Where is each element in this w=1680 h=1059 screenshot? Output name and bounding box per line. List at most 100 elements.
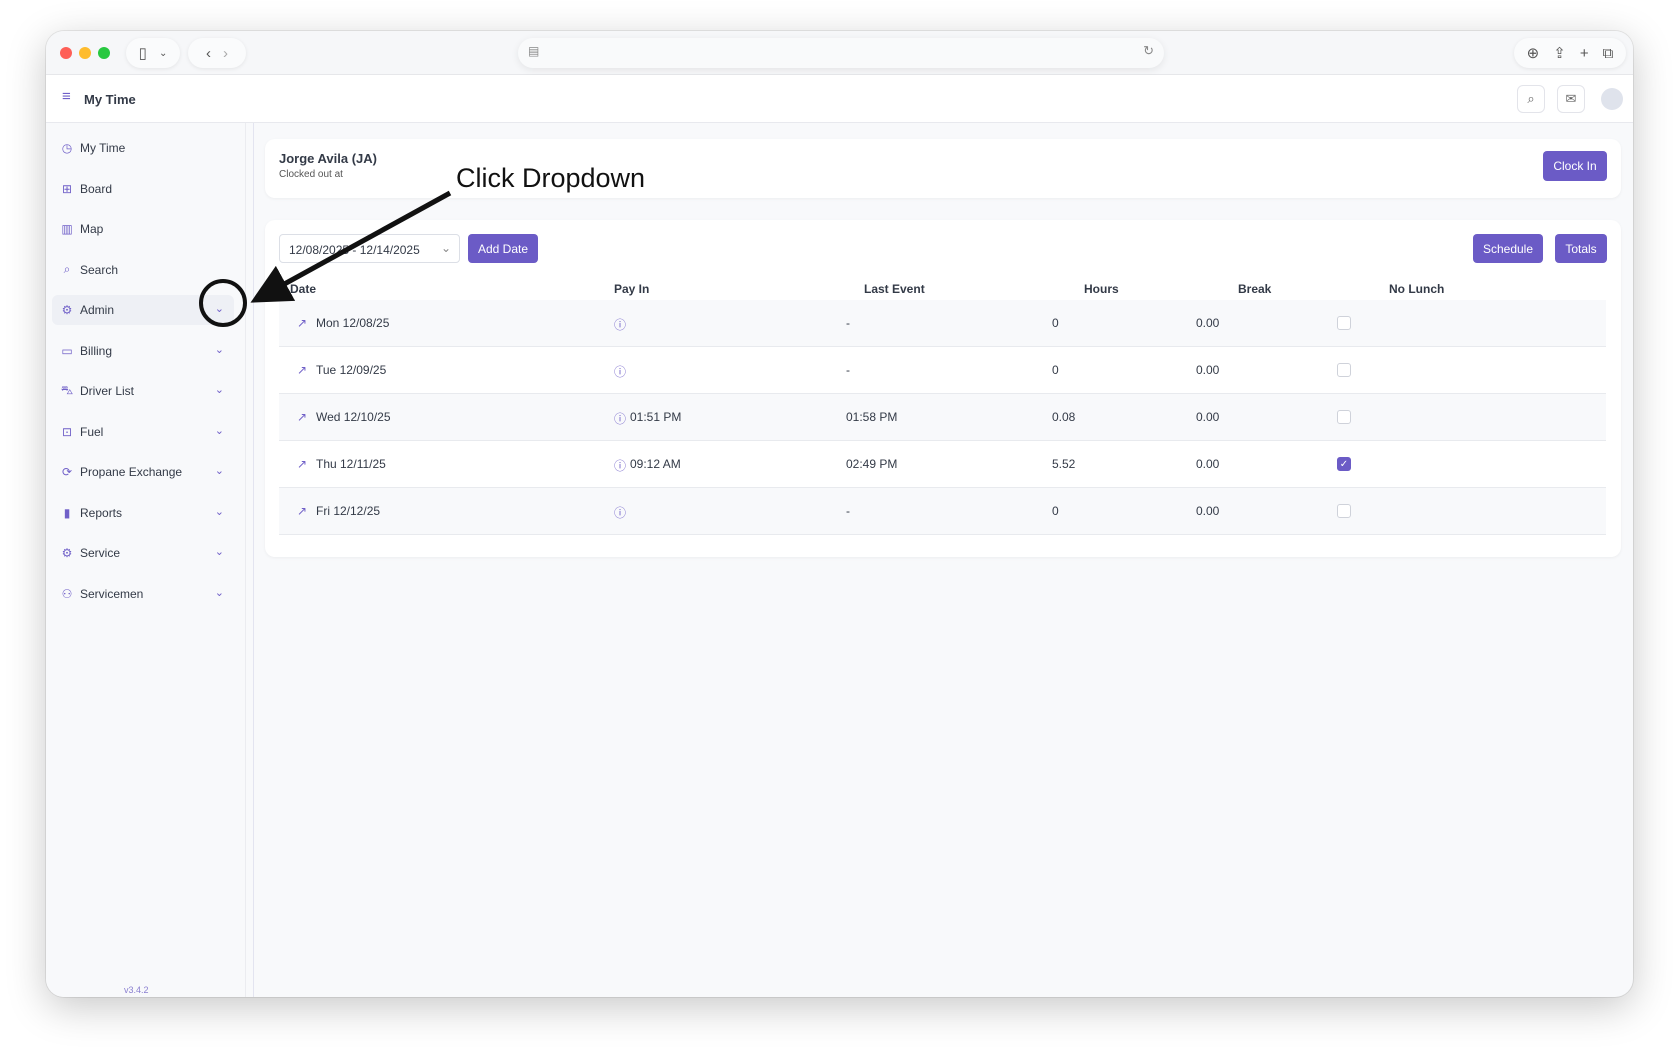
sidebar-item-label: Fuel (80, 424, 104, 439)
last-event-cell: 01:58 PM (846, 410, 898, 424)
sidebar-item-driver-list[interactable]: ⛍ Driver List ⌄ (52, 376, 234, 406)
clock-in-button[interactable]: Clock In (1543, 151, 1607, 181)
minimize-window-button[interactable] (79, 47, 91, 59)
tabs-icon[interactable]: ⧉ (1602, 44, 1614, 62)
search-button[interactable]: ⌕ (1517, 85, 1545, 113)
employee-card: Jorge Avila (JA) Clocked out at Clock In (265, 139, 1621, 198)
last-event-cell: - (846, 363, 850, 377)
sidebar-item-service[interactable]: ⚙ Service ⌄ (52, 538, 234, 568)
chevron-down-icon[interactable]: ⌄ (214, 384, 224, 396)
sidebar-item-search[interactable]: ⌕ Search (52, 255, 234, 285)
sidebar-item-my-time[interactable]: ◷ My Time (52, 133, 234, 163)
users-icon: ⚇ (61, 586, 73, 601)
chevron-down-icon[interactable]: ⌄ (214, 505, 224, 518)
hours-cell: 5.52 (1052, 457, 1076, 471)
address-bar[interactable]: ▤ ↻ (518, 38, 1164, 68)
forward-icon[interactable]: › (223, 44, 228, 62)
clock-icon: ◷ (61, 141, 73, 155)
sidebar-item-propane-exchange[interactable]: ⟳ Propane Exchange ⌄ (52, 457, 234, 487)
sidebar-item-board[interactable]: ⊞ Board (52, 174, 234, 204)
sidebar-item-label: Propane Exchange (80, 465, 183, 479)
employee-name: Jorge Avila (JA) (279, 151, 378, 166)
chevron-down-icon[interactable]: ⌄ (214, 303, 224, 315)
maximize-window-button[interactable] (98, 47, 110, 59)
sidebar-item-label: Admin (80, 303, 115, 317)
sidebar-item-label: Billing (80, 343, 113, 358)
sidebar-item-fuel[interactable]: ⊡ Fuel ⌄ (52, 417, 234, 447)
chevron-down-icon[interactable]: ⌄ (214, 424, 224, 437)
hours-cell: 0.08 (1052, 410, 1076, 424)
break-cell: 0.00 (1196, 316, 1220, 330)
download-icon[interactable]: ⊕ (1526, 45, 1540, 62)
gear-icon: ⚙ (61, 546, 73, 560)
sidebar-item-label: Service (80, 546, 121, 560)
last-event-cell: - (846, 504, 850, 518)
chevron-down-icon[interactable]: ⌄ (214, 465, 224, 477)
edit-icon[interactable]: ↗ (297, 410, 308, 424)
sidebar-item-label: Driver List (80, 384, 135, 398)
info-icon[interactable]: ⓘ (614, 365, 627, 379)
chevron-down-icon[interactable]: ⌄ (214, 586, 224, 599)
add-date-button[interactable]: Add Date (468, 234, 538, 263)
inbox-button[interactable]: ✉ (1557, 85, 1585, 113)
no-lunch-checkbox[interactable] (1337, 363, 1351, 377)
clock-status: Clocked out at (279, 169, 343, 180)
hours-cell: 0 (1052, 363, 1059, 377)
totals-button[interactable]: Totals (1555, 234, 1607, 263)
reload-icon[interactable]: ↻ (1143, 43, 1154, 58)
date-cell: Wed 12/10/25 (316, 410, 391, 424)
browser-toolbar: ▯ ⌄ ‹ › ▤ ↻ ⊕ ⇪ + ⧉ (46, 31, 1633, 75)
inbox-icon: ✉ (1565, 91, 1577, 106)
info-icon[interactable]: ⓘ (614, 459, 627, 473)
column-header: Date (290, 282, 317, 296)
edit-icon[interactable]: ↗ (297, 316, 308, 330)
break-cell: 0.00 (1196, 504, 1220, 518)
search-icon: ⌕ (63, 262, 71, 276)
no-lunch-checkbox[interactable] (1337, 316, 1351, 330)
table-row: ↗ Tue 12/09/25 ⓘ - 0 0.00 (279, 347, 1606, 394)
share-icon[interactable]: ⇪ (1553, 45, 1566, 62)
divider (253, 123, 254, 997)
back-icon[interactable]: ‹ (206, 44, 211, 62)
menu-icon[interactable]: ≡ (62, 88, 71, 105)
annotation-arrow (250, 190, 452, 303)
date-cell: Fri 12/12/25 (316, 504, 381, 518)
new-tab-icon[interactable]: + (1579, 44, 1589, 62)
info-icon[interactable]: ⓘ (614, 318, 627, 332)
chevron-down-icon[interactable]: ⌄ (214, 546, 224, 558)
sidebar-item-billing[interactable]: ▭ Billing ⌄ (52, 336, 234, 366)
browser-window: ▯ ⌄ ‹ › ▤ ↻ ⊕ ⇪ + ⧉ ≡ My Time ⌕ ✉ v3.4.2 ◷ My … (46, 31, 1633, 997)
column-header: Break (1238, 282, 1272, 296)
sidebar-item-label: Servicemen (80, 586, 144, 601)
avatar[interactable] (1601, 88, 1623, 110)
edit-icon[interactable]: ↗ (297, 363, 308, 377)
info-icon[interactable]: ⓘ (614, 412, 627, 426)
break-cell: 0.00 (1196, 410, 1220, 424)
date-cell: Mon 12/08/25 (316, 316, 390, 330)
no-lunch-checkbox[interactable] (1337, 410, 1351, 424)
nav-buttons: ‹ › (188, 38, 246, 68)
map-icon: ▥ (61, 222, 73, 236)
last-event-cell: - (846, 316, 850, 330)
app-title: My Time (84, 92, 136, 107)
edit-icon[interactable]: ↗ (297, 504, 308, 518)
sidebar-item-label: Search (80, 262, 119, 277)
close-window-button[interactable] (60, 47, 72, 59)
sidebar-item-servicemen[interactable]: ⚇ Servicemen ⌄ (52, 579, 234, 609)
no-lunch-checkbox[interactable]: ✓ (1337, 457, 1351, 471)
info-icon[interactable]: ⓘ (614, 506, 627, 520)
sidebar-item-map[interactable]: ▥ Map (52, 214, 234, 244)
schedule-button[interactable]: Schedule (1473, 234, 1543, 263)
no-lunch-checkbox[interactable] (1337, 504, 1351, 518)
chevron-down-icon[interactable]: ⌄ (214, 343, 224, 356)
wallet-icon: ▭ (61, 343, 73, 358)
sidebar-item-reports[interactable]: ▮ Reports ⌄ (52, 498, 234, 528)
table-row: ↗ Mon 12/08/25 ⓘ - 0 0.00 (279, 300, 1606, 347)
sidebar-toggle-button[interactable]: ▯ ⌄ (126, 38, 180, 68)
app-header: ≡ My Time ⌕ ✉ (46, 75, 1633, 123)
timesheet-card: 12/08/2025 - 12/14/2025 ⌄ Add Date Sched… (265, 220, 1621, 557)
column-header: Last Event (864, 282, 925, 296)
edit-icon[interactable]: ↗ (297, 457, 308, 471)
sidebar-item-label: Map (80, 222, 104, 236)
